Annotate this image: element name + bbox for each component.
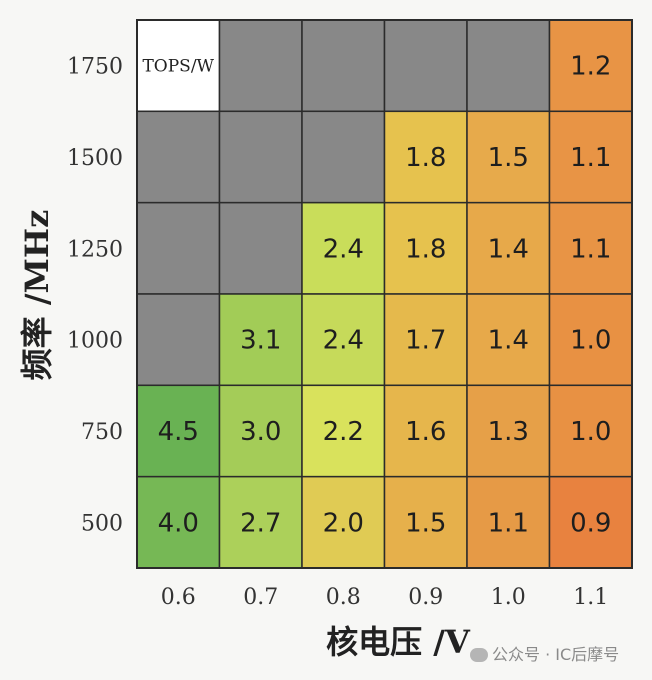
cell-value-r3-c2: 2.4: [323, 326, 364, 356]
cell-value-r5-c3: 1.5: [405, 508, 446, 538]
heatmap-cell-r5-c1: [218, 475, 303, 569]
y-tick-label: 1500: [67, 146, 123, 171]
cell-value-r4-c1: 3.0: [240, 417, 281, 447]
heatmap-cell-r0-c3: [383, 19, 468, 113]
heatmap-cell-r0-c4: [466, 19, 551, 113]
heatmap-cell-r3-c3: [383, 293, 468, 387]
heatmap-cell-r4-c1: [218, 384, 303, 478]
y-tick-label: 750: [81, 420, 123, 445]
heatmap-cell-r5-c0: [136, 475, 221, 569]
heatmap-cell-r4-c3: [383, 384, 468, 478]
x-tick-label: 1.0: [491, 585, 526, 610]
cell-value-r4-c3: 1.6: [405, 417, 446, 447]
cell-value-r2-c3: 1.8: [405, 234, 446, 264]
y-tick-label: 500: [81, 511, 123, 536]
heatmap-cell-r1-c0: [136, 110, 221, 204]
cell-value-r1-c5: 1.1: [570, 143, 611, 173]
cell-value-r3-c5: 1.0: [570, 326, 611, 356]
y-tick-label: 1000: [67, 329, 123, 354]
cell-value-r5-c0: 4.0: [158, 508, 199, 538]
cell-value-r2-c2: 2.4: [323, 234, 364, 264]
y-axis-ticks: 1750 1500 1250 1000 750 500: [67, 55, 123, 537]
cell-value-r4-c2: 2.2: [323, 417, 364, 447]
cell-value-r5-c1: 2.7: [240, 508, 281, 538]
heatmap-cell-r3-c5: [548, 293, 633, 387]
cell-value-r3-c3: 1.7: [405, 326, 446, 356]
heatmap-cell-r0-c5: [548, 19, 633, 113]
heatmap-cell-r2-c2: [301, 201, 386, 295]
cell-value-r2-c4: 1.4: [488, 234, 529, 264]
heatmap-border: [136, 19, 633, 569]
cell-value-r3-c1: 3.1: [240, 326, 281, 356]
watermark: 公众号 · IC后摩号: [470, 641, 619, 665]
heatmap-cell-r1-c1: [218, 110, 303, 204]
heatmap-cell-r1-c3: [383, 110, 468, 204]
heatmap-cell-r4-c4: [466, 384, 551, 478]
cell-value-r1-c4: 1.5: [488, 143, 529, 173]
x-tick-label: 0.9: [408, 585, 443, 610]
heatmap-cells: 1.2 1.8 1.5 1.1 2.4 1.8 1.4 1.1 3.1 2.4 1.7 1.4 1.0 4…: [136, 19, 633, 569]
heatmap-cell-r0-c2: [301, 19, 386, 113]
heatmap-cell-r3-c1: [218, 293, 303, 387]
cell-value-r3-c4: 1.4: [488, 326, 529, 356]
heatmap-cell-r5-c4: [466, 475, 551, 569]
y-axis-title: 频率 /MHz: [18, 210, 56, 381]
heatmap-cell-r0-c1: [218, 19, 303, 113]
heatmap-cell-r5-c2: [301, 475, 386, 569]
heatmap-cell-r4-c5: [548, 384, 633, 478]
cell-value-r4-c0: 4.5: [158, 417, 199, 447]
cell-value-r5-c4: 1.1: [488, 508, 529, 538]
x-tick-label: 0.6: [161, 585, 196, 610]
cell-value-r0-c5: 1.2: [570, 52, 611, 82]
watermark-text: 公众号 · IC后摩号: [492, 645, 620, 664]
heatmap-cell-r3-c0: [136, 293, 221, 387]
heatmap-cell-r1-c2: [301, 110, 386, 204]
heatmap-cell-r2-c4: [466, 201, 551, 295]
wechat-icon: [470, 648, 488, 662]
x-tick-label: 0.7: [243, 585, 278, 610]
x-axis-title: 核电压 /V: [326, 623, 471, 661]
x-tick-label: 0.8: [326, 585, 361, 610]
y-tick-label: 1750: [67, 55, 123, 80]
cell-value-r4-c4: 1.3: [488, 417, 529, 447]
x-axis-ticks: 0.6 0.7 0.8 0.9 1.0 1.1: [161, 585, 609, 610]
heatmap-cell-r2-c1: [218, 201, 303, 295]
cell-value-r1-c3: 1.8: [405, 143, 446, 173]
cell-value-r2-c5: 1.1: [570, 234, 611, 264]
heatmap-cell-r0-c0: [136, 19, 221, 113]
x-tick-label: 1.1: [573, 585, 608, 610]
cell-value-r4-c5: 1.0: [570, 417, 611, 447]
heatmap-cell-r2-c0: [136, 201, 221, 295]
y-tick-label: 1250: [67, 237, 123, 262]
cell-value-r5-c2: 2.0: [323, 508, 364, 538]
corner-label: TOPS/W: [142, 57, 214, 77]
heatmap-cell-r4-c2: [301, 384, 386, 478]
cell-value-r5-c5: 0.9: [570, 508, 611, 538]
